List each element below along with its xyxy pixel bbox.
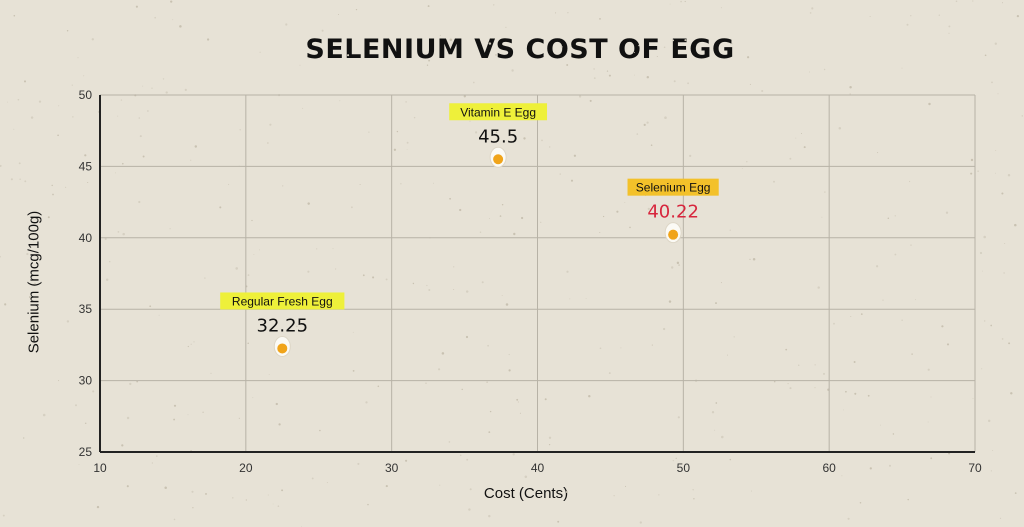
y-tick-label: 50	[79, 88, 93, 102]
x-tick-label: 60	[822, 461, 836, 475]
chart-title: SELENIUM VS COST OF EGG	[305, 34, 735, 65]
y-tick-label: 35	[79, 302, 93, 316]
point-label-selenium-egg: Selenium Egg	[636, 181, 711, 195]
x-tick-label: 40	[531, 461, 545, 475]
point-label-highlight	[220, 292, 345, 310]
x-tick-label: 20	[239, 461, 253, 475]
point-label-vitamin-e-egg: Vitamin E Egg	[460, 105, 536, 119]
x-tick-label: 10	[93, 461, 107, 475]
x-tick-label: 30	[385, 461, 399, 475]
y-tick-label: 40	[79, 231, 93, 245]
egg-yolk-selenium-egg	[668, 229, 679, 240]
x-tick-label: 70	[968, 461, 982, 475]
x-tick-label: 50	[677, 461, 691, 475]
point-label-highlight	[627, 178, 719, 196]
egg-yolk-vitamin-e-egg	[493, 154, 504, 165]
egg-yolk-regular-fresh-egg	[277, 343, 288, 354]
point-value-regular-fresh-egg: 32.25	[257, 315, 309, 336]
point-label-regular-fresh-egg: Regular Fresh Egg	[232, 294, 333, 308]
point-label-highlight	[449, 103, 548, 121]
y-tick-label: 30	[79, 374, 93, 388]
point-value-selenium-egg: 40.22	[647, 202, 699, 223]
y-tick-label: 25	[79, 445, 93, 459]
y-tick-label: 45	[79, 159, 93, 173]
point-value-vitamin-e-egg: 45.5	[478, 126, 518, 147]
x-axis-label: Cost (Cents)	[483, 485, 569, 502]
